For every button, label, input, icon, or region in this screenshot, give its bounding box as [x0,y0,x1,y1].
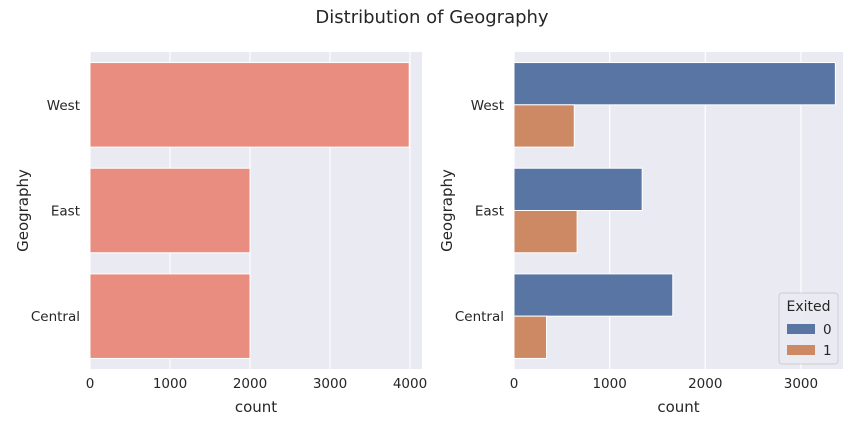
x-tick-label: 3000 [313,376,347,392]
bar-west [89,62,410,148]
x-axis-label: count [657,398,699,416]
bar-east-exited-0 [513,167,643,212]
x-axis-label: count [235,398,277,416]
y-axis-label: Geography [14,169,32,252]
y-tick-label: West [471,98,504,114]
bar-central [89,273,251,359]
figure-title: Distribution of Geography [315,7,549,28]
y-axis-label: Geography [438,169,456,252]
y-tick-label: Central [455,309,504,325]
bar-east [89,167,251,254]
y-tick-label: West [47,98,80,114]
y-tick-label: Central [31,309,80,325]
x-tick-label: 0 [86,376,95,392]
legend-entry-label: 1 [823,343,832,359]
x-tick-label: 3000 [784,376,818,392]
x-tick-label: 0 [510,376,519,392]
legend-entry-label: 0 [823,322,832,338]
y-tick-label: East [51,204,80,220]
legend-swatch [787,345,815,355]
bar-west-exited-1 [513,104,575,148]
legend-swatch [787,324,815,334]
left-panel: 0 1000 2000 3000 4000 West East Central count Geo… [14,52,427,416]
x-tick-label: 1000 [592,376,626,392]
right-panel: 0 1000 2000 3000 West East Central count Geograp… [438,52,843,416]
bar-east-exited-1 [513,210,578,254]
x-tick-label: 1000 [153,376,187,392]
bar-west-exited-0 [513,62,836,106]
x-tick-label: 2000 [233,376,267,392]
y-tick-label: East [475,204,504,220]
bar-central-exited-1 [513,315,548,359]
legend-title: Exited [786,299,830,315]
x-tick-label: 4000 [393,376,427,392]
bar-central-exited-0 [513,273,674,317]
x-tick-label: 2000 [688,376,722,392]
